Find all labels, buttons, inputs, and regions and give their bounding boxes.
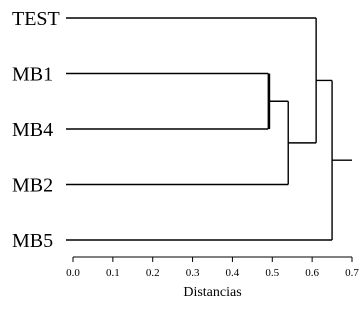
dendrogram-branches: [66, 17, 352, 241]
x-tick-label-2: 0.2: [146, 267, 160, 279]
leaf-label-mb1: MB1: [12, 64, 53, 86]
x-tick-label-4: 0.4: [226, 267, 240, 279]
x-tick-label-5: 0.5: [265, 267, 279, 279]
x-axis-tick-labels: 0.0 0.1 0.2 0.3 0.4 0.5 0.6 0.7: [66, 267, 359, 279]
leaf-label-mb4: MB4: [12, 119, 53, 141]
x-axis: 0.0 0.1 0.2 0.3 0.4 0.5 0.6 0.7: [66, 256, 359, 279]
leaf-labels: TEST MB1 MB4 MB2 MB5: [12, 8, 60, 252]
x-tick-label-1: 0.1: [106, 267, 120, 279]
x-tick-label-3: 0.3: [186, 267, 200, 279]
leaf-label-test: TEST: [12, 8, 60, 30]
x-tick-label-6: 0.6: [305, 267, 319, 279]
x-axis-title: Distancias: [183, 285, 241, 300]
x-axis-ticks: [72, 257, 353, 262]
leaf-label-mb5: MB5: [12, 230, 53, 252]
x-tick-label-7: 0.7: [345, 267, 359, 279]
x-tick-label-0: 0.0: [66, 267, 80, 279]
leaf-label-mb2: MB2: [12, 175, 53, 197]
